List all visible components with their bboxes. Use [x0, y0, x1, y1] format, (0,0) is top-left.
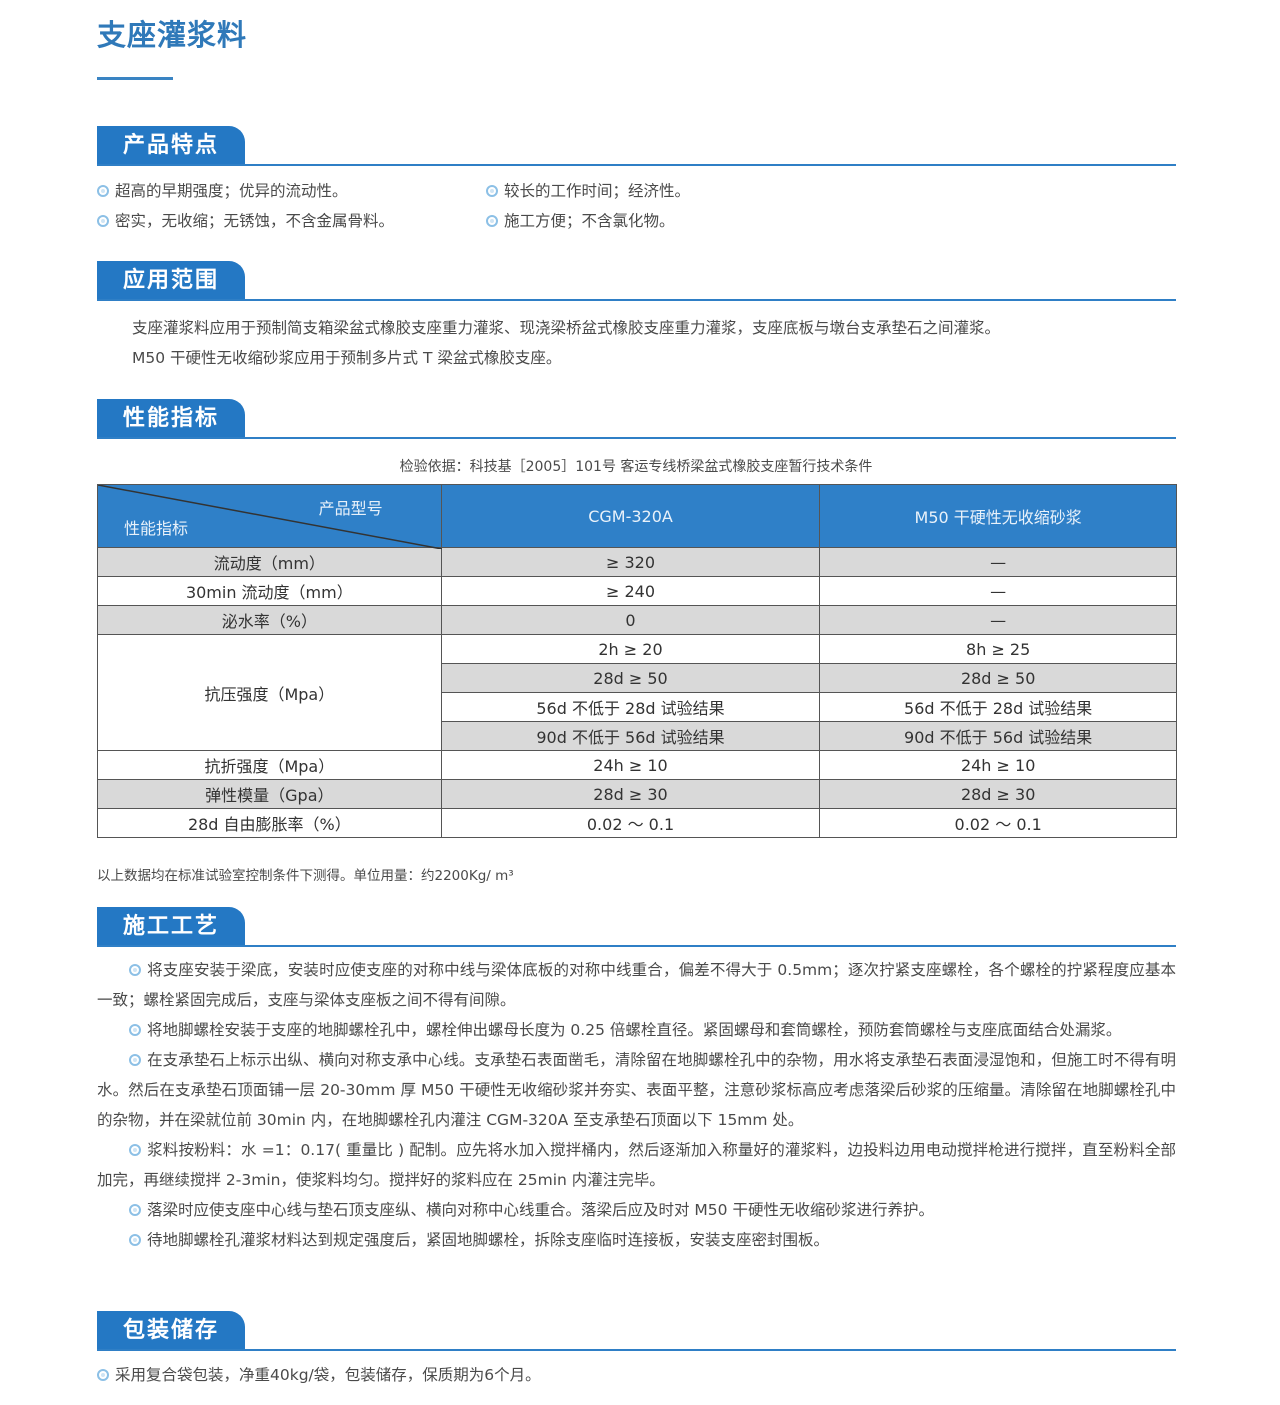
section-performance-heading: 性能指标 [97, 397, 1176, 439]
bullet-icon [129, 1204, 141, 1216]
process-step: 在支承垫石上标示出纵、横向对称支承中心线。支承垫石表面凿毛，清除留在地脚螺栓孔中… [97, 1051, 1176, 1129]
bullet-icon [129, 1144, 141, 1156]
bullet-icon [129, 1234, 141, 1246]
table-row: 抗折强度（Mpa） 24h ≥ 10 24h ≥ 10 [97, 750, 1177, 780]
bullet-icon [486, 215, 498, 227]
process-step: 待地脚螺栓孔灌浆材料达到规定强度后，紧固地脚螺栓，拆除支座临时连接板，安装支座密… [97, 1225, 1176, 1255]
section-packaging-heading: 包装储存 [97, 1309, 1176, 1351]
page-title: 支座灌浆料 [97, 18, 248, 52]
section-process-heading: 施工工艺 [97, 905, 1176, 947]
feature-item: 较长的工作时间；经济性。 [486, 179, 690, 201]
process-step: 浆料按粉料：水 =1：0.17( 重量比 ) 配制。应先将水加入搅拌桶内，然后逐… [97, 1141, 1176, 1189]
table-row: 90d 不低于 56d 试验结果 90d 不低于 56d 试验结果 [98, 721, 1177, 751]
scope-line: 支座灌浆料应用于预制简支箱梁盆式橡胶支座重力灌浆、现浇梁桥盆式橡胶支座重力灌浆，… [132, 319, 1001, 337]
bullet-icon [129, 1054, 141, 1066]
bullet-icon [97, 215, 109, 227]
bullet-icon [97, 185, 109, 197]
bullet-icon [97, 1369, 109, 1381]
feature-item: 密实，无收缩；无锈蚀，不含金属骨料。 [97, 209, 394, 231]
process-list: 将支座安装于梁底，安装时应使支座的对称中线与梁体底板的对称中线重合，偏差不得大于… [97, 955, 1176, 1255]
bullet-icon [486, 185, 498, 197]
scope-line: M50 干硬性无收缩砂浆应用于预制多片式 T 梁盆式橡胶支座。 [132, 349, 562, 367]
corner-header: 产品型号 性能指标 [97, 484, 442, 549]
packaging-item: 采用复合袋包装，净重40kg/袋，包装储存，保质期为6个月。 [97, 1363, 541, 1385]
table-row: 流动度（mm） ≥ 320— [97, 547, 1177, 577]
test-basis: 检验依据：科技基［2005］101号 客运专线桥梁盆式橡胶支座暂行技术条件 [399, 459, 873, 475]
table-row: 30min 流动度（mm） ≥ 240— [97, 576, 1177, 606]
column-header: CGM-320A [440, 484, 821, 548]
section-features-heading: 产品特点 [97, 124, 1176, 166]
column-header: M50 干硬性无收缩砂浆 [819, 484, 1177, 548]
performance-table: 产品型号 性能指标 CGM-320A M50 干硬性无收缩砂浆 流动度（mm） ≥… [97, 484, 1177, 838]
process-step: 将地脚螺栓安装于支座的地脚螺栓孔中，螺栓伸出螺母长度为 0.25 倍螺栓直径。紧… [97, 1015, 1176, 1045]
table-note: 以上数据均在标准试验室控制条件下测得。单位用量：约2200Kg/ m³ [97, 868, 514, 884]
section-scope-heading: 应用范围 [97, 259, 1176, 301]
diagonal-line [98, 485, 442, 549]
table-row: 弹性模量（Gpa） 28d ≥ 30 28d ≥ 30 [97, 779, 1177, 809]
feature-item: 超高的早期强度；优异的流动性。 [97, 179, 348, 201]
title-underline [97, 77, 173, 80]
table-row: 抗压强度（Mpa） 2h ≥ 20 8h ≥ 25 [97, 634, 1177, 751]
feature-item: 施工方便；不含氯化物。 [486, 209, 675, 231]
process-step: 将支座安装于梁底，安装时应使支座的对称中线与梁体底板的对称中线重合，偏差不得大于… [97, 961, 1176, 1009]
table-row: 泌水率（%） 0— [97, 605, 1177, 635]
bullet-icon [129, 964, 141, 976]
table-row: 28d 自由膨胀率（%） 0.02 ～ 0.1 0.02 ～ 0.1 [97, 808, 1177, 838]
table-row: 56d 不低于 28d 试验结果 56d 不低于 28d 试验结果 [98, 692, 1177, 722]
bullet-icon [129, 1024, 141, 1036]
process-step: 落梁时应使支座中心线与垫石顶支座纵、横向对称中心线重合。落梁后应及时对 M50 … [97, 1195, 1176, 1225]
